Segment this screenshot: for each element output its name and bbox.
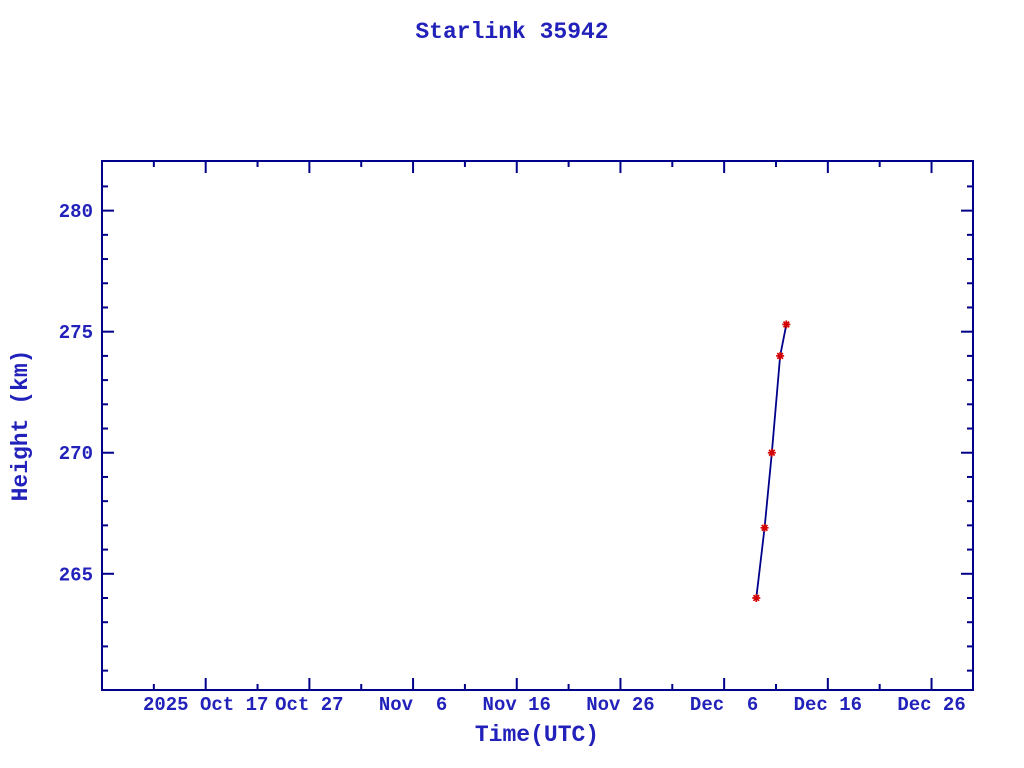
marker-stroke xyxy=(768,449,776,457)
data-point-marker xyxy=(776,351,785,360)
y-tick-label: 270 xyxy=(59,443,93,465)
x-axis-title: Time(UTC) xyxy=(475,722,599,748)
x-tick-label: Dec 26 xyxy=(897,694,965,716)
x-tick-label: Dec 16 xyxy=(794,694,862,716)
x-tick-label: Oct 27 xyxy=(275,694,343,716)
x-tick-label: Nov 6 xyxy=(379,694,447,716)
data-point-marker xyxy=(760,523,769,532)
plot-area: 2025 Oct 17 Oct 27 Nov 6 Nov 16 Nov 26 Dec 6 D… xyxy=(59,160,974,716)
marker-stroke xyxy=(761,524,769,532)
marker-stroke xyxy=(752,594,760,602)
data-point-marker xyxy=(752,594,761,602)
y-axis-ticks: 265 270 275 280 xyxy=(59,185,973,672)
marker-stroke xyxy=(776,352,784,360)
y-tick-label: 265 xyxy=(59,564,93,586)
x-tick-label: 2025 Oct 17 xyxy=(143,694,268,716)
y-tick-label: 280 xyxy=(59,201,93,223)
data-point-marker xyxy=(767,448,776,457)
y-tick-label: 275 xyxy=(59,322,93,344)
x-tick-label: Dec 6 xyxy=(690,694,758,716)
plot-border xyxy=(101,160,974,691)
y-axis-title: Height (km) xyxy=(8,350,34,502)
marker-stroke xyxy=(782,320,790,328)
x-tick-label: Nov 26 xyxy=(586,694,654,716)
x-axis-ticks: 2025 Oct 17 Oct 27 Nov 6 Nov 16 Nov 26 Dec 6 D… xyxy=(143,161,966,716)
x-tick-label: Nov 16 xyxy=(483,694,551,716)
chart-title: Starlink 35942 xyxy=(415,19,608,45)
data-series-line xyxy=(755,324,788,599)
data-point-markers xyxy=(752,320,791,602)
data-point-marker xyxy=(782,320,791,329)
